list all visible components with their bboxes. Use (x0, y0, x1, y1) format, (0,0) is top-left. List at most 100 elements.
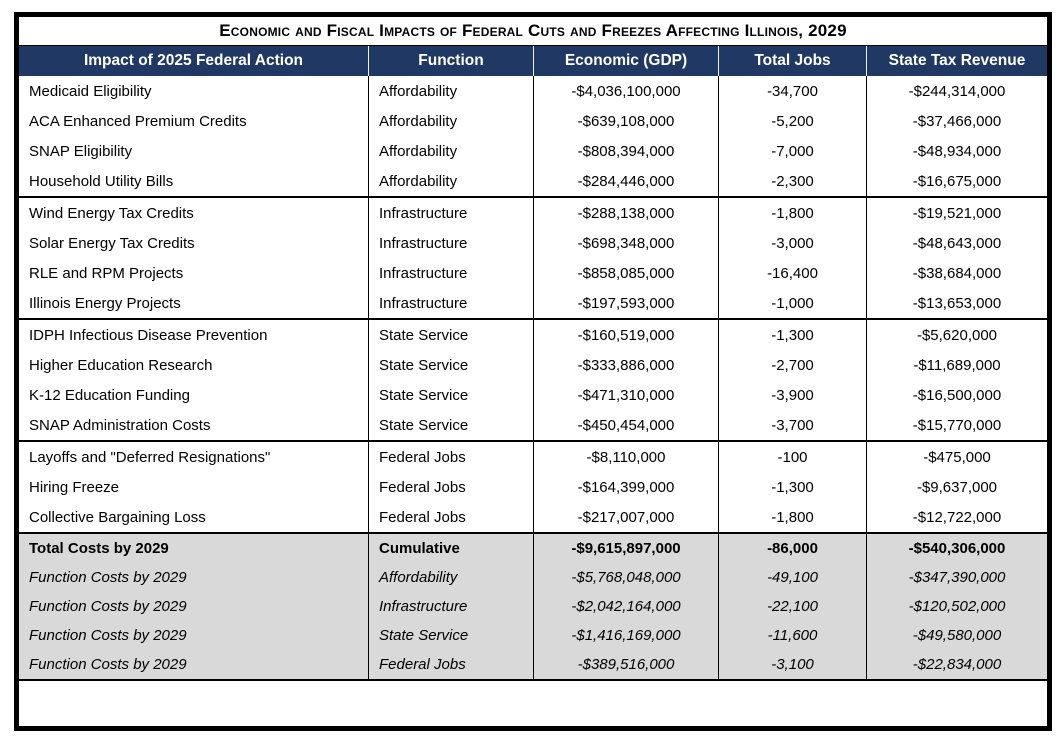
table-row: Layoffs and "Deferred Resignations" Feder… (19, 442, 1047, 472)
table-row: Function Costs by 2029 State Service -$1,4… (19, 621, 1047, 650)
cell-impact: Wind Energy Tax Credits (29, 204, 194, 222)
cell-tax: -$48,934,000 (866, 136, 1047, 166)
cell-jobs: -1,300 (718, 320, 866, 350)
table-row: Function Costs by 2029 Federal Jobs -$389,… (19, 650, 1047, 679)
cell-tax: -$48,643,000 (866, 228, 1047, 258)
table-group: Layoffs and "Deferred Resignations" Feder… (19, 442, 1047, 534)
cell-tax: -$19,521,000 (866, 198, 1047, 228)
cell-function: Federal Jobs (368, 472, 533, 502)
cell-jobs: -1,300 (718, 472, 866, 502)
table-row: Household Utility Bills Affordability -$28… (19, 166, 1047, 196)
cell-function: Infrastructure (368, 198, 533, 228)
cell-impact: Function Costs by 2029 (29, 598, 187, 615)
cell-jobs: -22,100 (718, 592, 866, 621)
cell-tax: -$120,502,000 (866, 592, 1047, 621)
cell-impact: SNAP Eligibility (29, 142, 133, 160)
cell-jobs: -3,100 (718, 650, 866, 679)
cell-gdp: -$450,454,000 (533, 410, 718, 440)
cell-jobs: -2,700 (718, 350, 866, 380)
table-row: IDPH Infectious Disease Prevention State … (19, 320, 1047, 350)
cell-gdp: -$284,446,000 (533, 166, 718, 196)
cell-function: State Service (368, 350, 533, 380)
table-row: Collective Bargaining Loss Federal Jobs -$… (19, 502, 1047, 532)
table-group: IDPH Infectious Disease Prevention State … (19, 320, 1047, 442)
cell-impact: Hiring Freeze (29, 478, 120, 496)
cell-tax: -$475,000 (866, 442, 1047, 472)
cell-gdp: -$8,110,000 (533, 442, 718, 472)
cell-impact: Illinois Energy Projects (29, 294, 181, 312)
cell-function: State Service (368, 621, 533, 650)
cell-tax: -$11,689,000 (866, 350, 1047, 380)
cell-function: Infrastructure (368, 592, 533, 621)
cell-tax: -$16,675,000 (866, 166, 1047, 196)
table-row: SNAP Eligibility Affordability -$808,394,0… (19, 136, 1047, 166)
cell-impact: K-12 Education Funding (29, 386, 190, 404)
cell-jobs: -86,000 (718, 534, 866, 563)
cell-gdp: -$2,042,164,000 (533, 592, 718, 621)
cell-jobs: -3,700 (718, 410, 866, 440)
cell-function: State Service (368, 380, 533, 410)
table-row: Total Costs by 2029 Cumulative -$9,615,897… (19, 534, 1047, 563)
cell-gdp: -$698,348,000 (533, 228, 718, 258)
cell-gdp: -$197,593,000 (533, 288, 718, 318)
cell-impact: Function Costs by 2029 (29, 569, 187, 586)
cell-jobs: -5,200 (718, 106, 866, 136)
table-group: Medicaid Eligibility Affordability -$4,036… (19, 76, 1047, 198)
table-row: Hiring Freeze Federal Jobs -$164,399,000 -1… (19, 472, 1047, 502)
cell-jobs: -34,700 (718, 76, 866, 106)
cell-tax: -$16,500,000 (866, 380, 1047, 410)
table-body: Medicaid Eligibility Affordability -$4,036… (19, 76, 1047, 681)
cell-function: Infrastructure (368, 288, 533, 318)
cell-function: Federal Jobs (368, 502, 533, 532)
table-group: Wind Energy Tax Credits Infrastructure -$2… (19, 198, 1047, 320)
cell-jobs: -7,000 (718, 136, 866, 166)
cell-function: Affordability (368, 106, 533, 136)
column-header-impact: Impact of 2025 Federal Action (83, 52, 304, 69)
cell-tax: -$38,684,000 (866, 258, 1047, 288)
cell-tax: -$347,390,000 (866, 563, 1047, 592)
table-row: Illinois Energy Projects Infrastructure -$… (19, 288, 1047, 318)
cell-impact: Function Costs by 2029 (29, 627, 187, 644)
cell-jobs: -49,100 (718, 563, 866, 592)
cell-gdp: -$217,007,000 (533, 502, 718, 532)
cell-gdp: -$5,768,048,000 (533, 563, 718, 592)
cell-gdp: -$389,516,000 (533, 650, 718, 679)
cell-function: Federal Jobs (368, 650, 533, 679)
cell-tax: -$540,306,000 (866, 534, 1047, 563)
cell-tax: -$5,620,000 (866, 320, 1047, 350)
cell-gdp: -$333,886,000 (533, 350, 718, 380)
cell-gdp: -$288,138,000 (533, 198, 718, 228)
cell-impact: Solar Energy Tax Credits (29, 234, 195, 252)
cell-gdp: -$4,036,100,000 (533, 76, 718, 106)
cell-tax: -$244,314,000 (866, 76, 1047, 106)
cell-function: Federal Jobs (368, 442, 533, 472)
column-header-tax: State Tax Revenue (866, 46, 1047, 76)
table-header-row: Impact of 2025 Federal Action Function E… (19, 46, 1047, 76)
cell-gdp: -$858,085,000 (533, 258, 718, 288)
cell-tax: -$49,580,000 (866, 621, 1047, 650)
cell-gdp: -$639,108,000 (533, 106, 718, 136)
cell-jobs: -1,000 (718, 288, 866, 318)
table-row: RLE and RPM Projects Infrastructure -$858,… (19, 258, 1047, 288)
cell-tax: -$37,466,000 (866, 106, 1047, 136)
cell-impact: Higher Education Research (29, 356, 213, 374)
table-row: K-12 Education Funding State Service -$471… (19, 380, 1047, 410)
cell-tax: -$15,770,000 (866, 410, 1047, 440)
cell-gdp: -$471,310,000 (533, 380, 718, 410)
cell-function: Affordability (368, 136, 533, 166)
table-row: SNAP Administration Costs State Service -$… (19, 410, 1047, 440)
cell-jobs: -2,300 (718, 166, 866, 196)
cell-impact: IDPH Infectious Disease Prevention (29, 326, 268, 344)
summary-section: Total Costs by 2029 Cumulative -$9,615,897… (19, 534, 1047, 681)
cell-impact: ACA Enhanced Premium Credits (29, 112, 247, 130)
cell-jobs: -11,600 (718, 621, 866, 650)
cell-function: Cumulative (368, 534, 533, 563)
cell-gdp: -$160,519,000 (533, 320, 718, 350)
cell-tax: -$12,722,000 (866, 502, 1047, 532)
cell-tax: -$13,653,000 (866, 288, 1047, 318)
cell-impact: SNAP Administration Costs (29, 416, 211, 434)
table-row: Higher Education Research State Service -$… (19, 350, 1047, 380)
cell-function: Affordability (368, 76, 533, 106)
empty-row (19, 681, 1047, 725)
cell-impact: Household Utility Bills (29, 172, 174, 190)
